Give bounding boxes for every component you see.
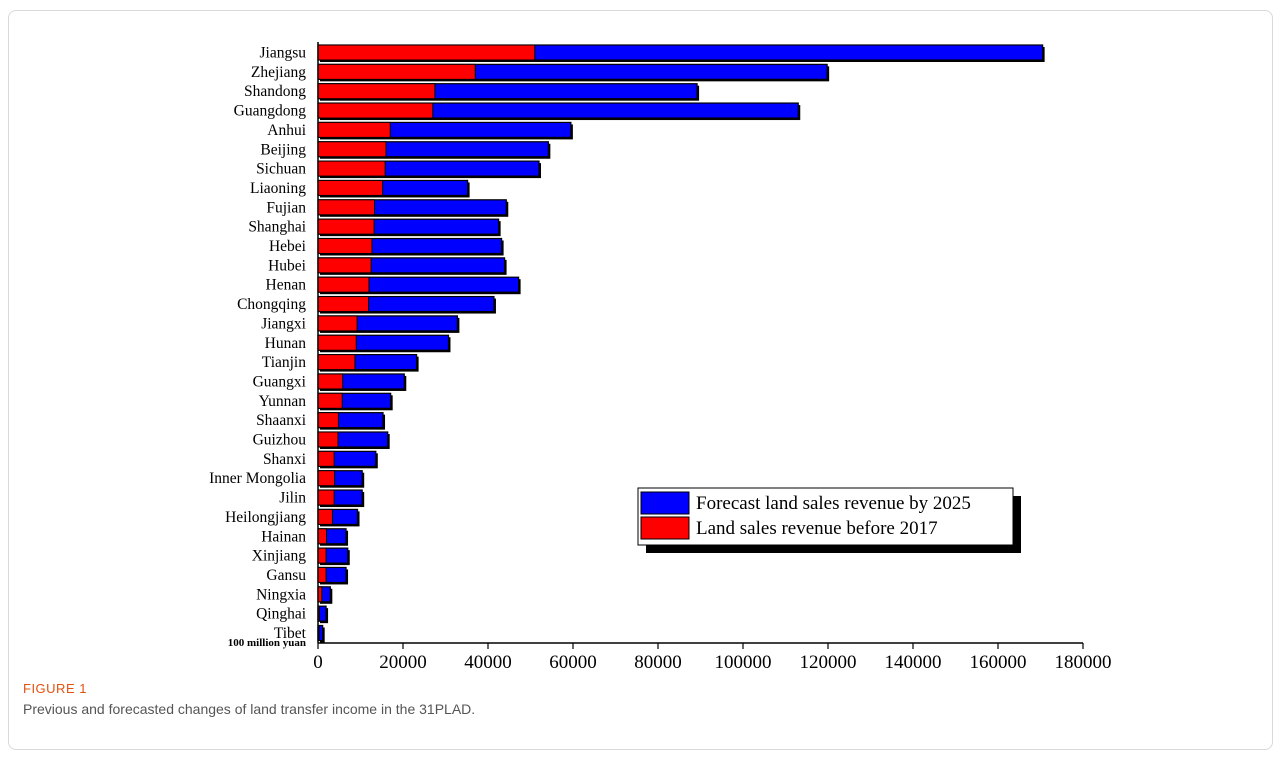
legend-swatch-forecast [640,491,690,515]
category-label-guizhou: Guizhou [253,432,307,449]
bar-before2017-fujian [317,199,376,216]
bar-before2017-shanxi [317,450,335,467]
category-label-shanghai: Shanghai [248,219,306,236]
bar-before2017-henan [317,276,370,293]
bar-before2017-liaoning [317,179,384,196]
x-tick-label-180000: 180000 [1055,652,1112,673]
bar-before2017-jiangsu [317,44,536,61]
category-label-sichuan: Sichuan [256,161,306,178]
bar-before2017-yunnan [317,392,343,409]
x-axis-label: 100 million yuan [228,637,306,649]
category-label-xinjiang: Xinjiang [252,548,306,565]
category-label-henan: Henan [266,277,307,294]
bar-before2017-tianjin [317,354,356,371]
category-label-shandong: Shandong [244,83,306,100]
bar-chart: Jiangsu Zhejiang Shandong Guangdong Anhui Bei… [209,42,1112,673]
legend-label-forecast: Forecast land sales revenue by 2025 [696,493,971,514]
x-tick-label-20000: 20000 [379,652,427,673]
category-label-heilongjiang: Heilongjiang [225,509,306,526]
category-label-fujian: Fujian [266,199,306,216]
x-tick-label-160000: 160000 [970,652,1027,673]
x-tick-label-0: 0 [313,652,323,673]
legend: Forecast land sales revenue by 2025 Land … [637,487,1021,553]
bar-before2017-heilongjiang [317,508,333,525]
category-label-guangxi: Guangxi [253,373,307,390]
bar-before2017-hunan [317,334,357,351]
bar-before2017-anhui [317,121,391,138]
figure-frame [8,10,1273,750]
bar-before2017-xinjiang [317,547,327,564]
x-tick-label-40000: 40000 [464,652,512,673]
bar-before2017-hainan [317,528,327,545]
legend-label-before2017: Land sales revenue before 2017 [696,518,938,539]
category-label-liaoning: Liaoning [250,180,306,197]
bar-before2017-beijing [317,141,387,158]
bar-before2017-gansu [317,566,327,583]
x-tick-label-60000: 60000 [549,652,597,673]
bar-before2017-guizhou [317,431,339,448]
category-label-ningxia: Ningxia [256,586,306,603]
bar-before2017-jiangxi [317,315,358,332]
category-label-yunnan: Yunnan [259,393,307,410]
category-label-jilin: Jilin [279,490,306,507]
figure-caption: Previous and forecasted changes of land … [23,701,476,717]
category-label-guangdong: Guangdong [234,103,307,120]
legend-swatch-before2017 [640,516,690,540]
x-tick-label-80000: 80000 [634,652,682,673]
category-label-anhui: Anhui [267,122,306,139]
category-label-hubei: Hubei [268,257,307,274]
bar-before2017-chongqing [317,296,370,313]
category-label-tibet: Tibet [274,625,307,642]
bar-before2017-hubei [317,257,372,274]
bar-before2017-shandong [317,83,436,100]
x-axis: 0 20000 40000 60000 80000 100000 120000 140000 1… [313,42,1112,673]
bar-group [317,44,1045,643]
category-label-tianjin: Tianjin [262,354,306,371]
category-label-zhejiang: Zhejiang [251,64,306,81]
bar-before2017-hebei [317,238,373,254]
legend-box [637,487,1014,546]
bar-before2017-guangdong [317,102,434,119]
category-label-hunan: Hunan [265,335,307,352]
category-label-inner-mongolia: Inner Mongolia [209,470,306,487]
category-label-jiangxi: Jiangxi [261,315,306,332]
category-label-beijing: Beijing [260,141,306,158]
bar-before2017-shaanxi [317,412,339,429]
category-label-jiangsu: Jiangsu [260,45,307,62]
category-label-qinghai: Qinghai [256,606,307,623]
category-label-gansu: Gansu [266,567,306,584]
category-label-hainan: Hainan [261,528,306,545]
bar-before2017-shanghai [317,218,375,235]
bar-before2017-sichuan [317,160,386,177]
bar-before2017-guangxi [317,373,344,390]
x-tick-label-120000: 120000 [800,652,857,673]
figure-label: FIGURE 1 [23,681,87,696]
x-tick-label-100000: 100000 [715,652,772,673]
x-tick-label-140000: 140000 [885,652,942,673]
bar-before2017-zhejiang [317,63,476,80]
bar-before2017-inner-mongolia [317,470,336,487]
category-label-hebei: Hebei [269,238,307,255]
category-label-shanxi: Shanxi [263,451,307,468]
category-labels: Jiangsu Zhejiang Shandong Guangdong Anhui Bei… [209,45,307,643]
category-label-shaanxi: Shaanxi [256,412,307,429]
category-label-chongqing: Chongqing [237,296,306,313]
bar-before2017-jilin [317,489,335,506]
